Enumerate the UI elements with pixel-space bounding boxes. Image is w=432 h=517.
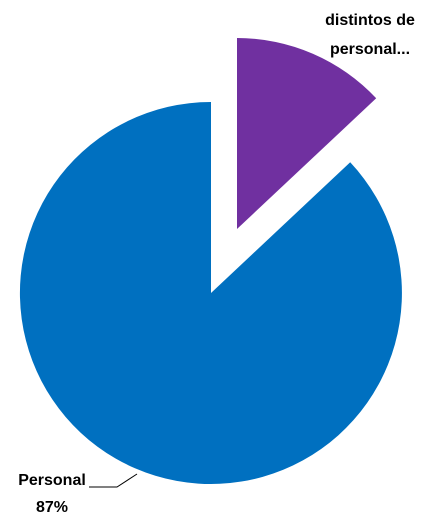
slice-label-personal-name: Personal [18, 472, 86, 489]
slice-label-personal-value: 87% [36, 499, 68, 516]
slice-label-distintos-line2: personal... [330, 41, 410, 58]
pie-slice-personal [19, 101, 402, 485]
pie-slice-distintos-de-personal [237, 38, 377, 229]
leader-line-personal [89, 473, 138, 488]
slice-label-distintos-line1: distintos de [325, 12, 415, 29]
